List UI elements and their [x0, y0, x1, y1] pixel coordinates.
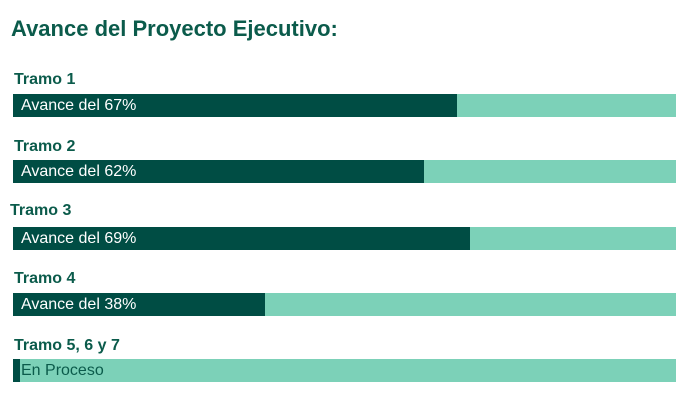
- page-title: Avance del Proyecto Ejecutivo:: [11, 16, 338, 41]
- progress-track: En Proceso: [13, 359, 676, 382]
- progress-label: En Proceso: [21, 362, 104, 379]
- section-label: Tramo 4: [14, 270, 76, 287]
- progress-track: Avance del 62%: [13, 160, 676, 183]
- section-label: Tramo 5, 6 y 7: [14, 337, 120, 354]
- progress-track: Avance del 67%: [13, 94, 676, 117]
- progress-label: Avance del 67%: [21, 97, 137, 114]
- progress-fill: [13, 94, 457, 117]
- progress-label: Avance del 38%: [21, 296, 137, 313]
- section-label: Tramo 2: [14, 138, 76, 155]
- section-label: Tramo 1: [14, 71, 76, 88]
- progress-fill: [13, 227, 470, 250]
- section-label: Tramo 3: [10, 202, 72, 219]
- progress-fill: [13, 293, 265, 316]
- progress-track: Avance del 38%: [13, 293, 676, 316]
- progress-fill: [13, 359, 20, 382]
- progress-label: Avance del 69%: [21, 230, 137, 247]
- progress-label: Avance del 62%: [21, 163, 137, 180]
- progress-fill: [13, 160, 424, 183]
- progress-track: Avance del 69%: [13, 227, 676, 250]
